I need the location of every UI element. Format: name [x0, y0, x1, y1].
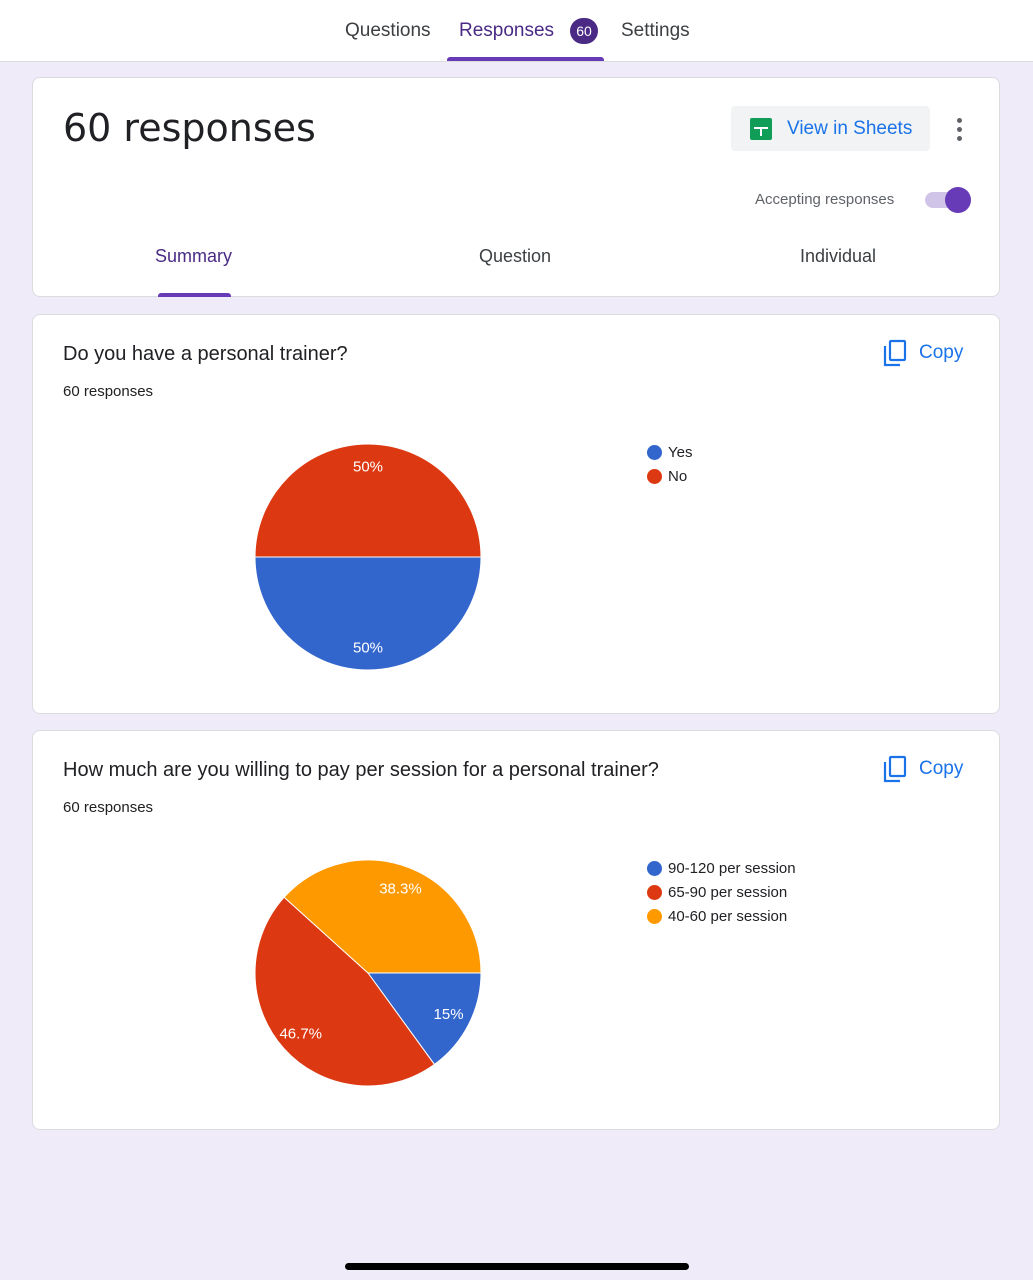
pie-slice-40-60-per-session[interactable]	[283, 859, 482, 974]
question-response-count: 60 responses	[63, 799, 154, 816]
pie-slice-label: 15%	[434, 1006, 464, 1023]
tab-responses-label: Responses	[459, 19, 555, 41]
subtab-indicator	[158, 293, 231, 297]
pie-chart: 50% 50%	[254, 443, 482, 671]
responses-count-badge: 60	[570, 17, 599, 44]
legend-item: 65-90 per session	[647, 880, 796, 904]
accepting-responses-toggle[interactable]	[923, 187, 971, 213]
top-tab-bar: Questions Responses 60 Settings	[0, 0, 1033, 62]
copy-label: Copy	[919, 758, 964, 779]
home-indicator	[345, 1263, 689, 1270]
subtab-question[interactable]: Question	[479, 246, 552, 266]
chart-legend: 90-120 per session 65-90 per session 40-60…	[647, 856, 796, 928]
legend-swatch	[647, 860, 662, 876]
copy-chart-button[interactable]: Copy	[883, 755, 963, 783]
question-title: Do you have a personal trainer?	[63, 343, 348, 365]
active-tab-indicator	[447, 57, 604, 61]
subtab-summary[interactable]: Summary	[155, 246, 233, 266]
legend-label: 65-90 per session	[668, 883, 788, 901]
tab-questions[interactable]: Questions	[345, 0, 431, 61]
question-response-count: 60 responses	[63, 383, 154, 400]
pie-slice-label: 50%	[353, 639, 383, 656]
copy-label: Copy	[919, 342, 964, 363]
legend-item: Yes	[647, 440, 692, 464]
legend-label: 40-60 per session	[668, 907, 788, 925]
pie-slice-no[interactable]	[254, 443, 482, 558]
question-card-2: How much are you willing to pay per sess…	[32, 730, 1000, 1130]
pie-slice-label: 38.3%	[379, 881, 422, 898]
accepting-responses-label: Accepting responses	[755, 191, 895, 208]
tab-responses[interactable]: Responses 60	[459, 0, 599, 61]
legend-label: 90-120 per session	[668, 859, 796, 877]
pie-slice-yes[interactable]	[254, 556, 482, 671]
view-in-sheets-label: View in Sheets	[787, 117, 913, 139]
legend-swatch	[647, 908, 662, 924]
subtab-individual[interactable]: Individual	[800, 246, 877, 266]
more-vert-icon[interactable]	[950, 115, 970, 143]
copy-icon	[883, 339, 907, 367]
legend-item: 90-120 per session	[647, 856, 796, 880]
legend-swatch	[647, 884, 662, 900]
tab-questions-label: Questions	[345, 19, 431, 41]
responses-summary-card: 60 responses View in Sheets Accepting re…	[32, 77, 1000, 297]
pie-slice-90-120-per-session[interactable]	[367, 972, 482, 1066]
responses-title: 60 responses	[63, 106, 316, 150]
sheets-icon	[750, 117, 772, 140]
legend-item: 40-60 per session	[647, 904, 796, 928]
tab-settings[interactable]: Settings	[621, 0, 690, 61]
legend-label: Yes	[668, 443, 693, 461]
view-in-sheets-button[interactable]: View in Sheets	[731, 106, 930, 151]
legend-swatch	[647, 444, 662, 460]
pie-chart: 15% 46.7% 38.3%	[254, 859, 482, 1087]
legend-label: No	[668, 467, 688, 485]
pie-slice-65-90-per-session[interactable]	[254, 896, 436, 1087]
legend-item: No	[647, 464, 692, 488]
question-card-1: Do you have a personal trainer? 60 respo…	[32, 314, 1000, 714]
pie-slice-label: 46.7%	[279, 1025, 322, 1042]
copy-icon	[883, 755, 907, 783]
chart-legend: Yes No	[647, 440, 692, 488]
tab-settings-label: Settings	[621, 19, 690, 41]
pie-slice-label: 50%	[353, 459, 383, 476]
legend-swatch	[647, 468, 662, 484]
question-title: How much are you willing to pay per sess…	[63, 759, 659, 781]
copy-chart-button[interactable]: Copy	[883, 339, 963, 367]
